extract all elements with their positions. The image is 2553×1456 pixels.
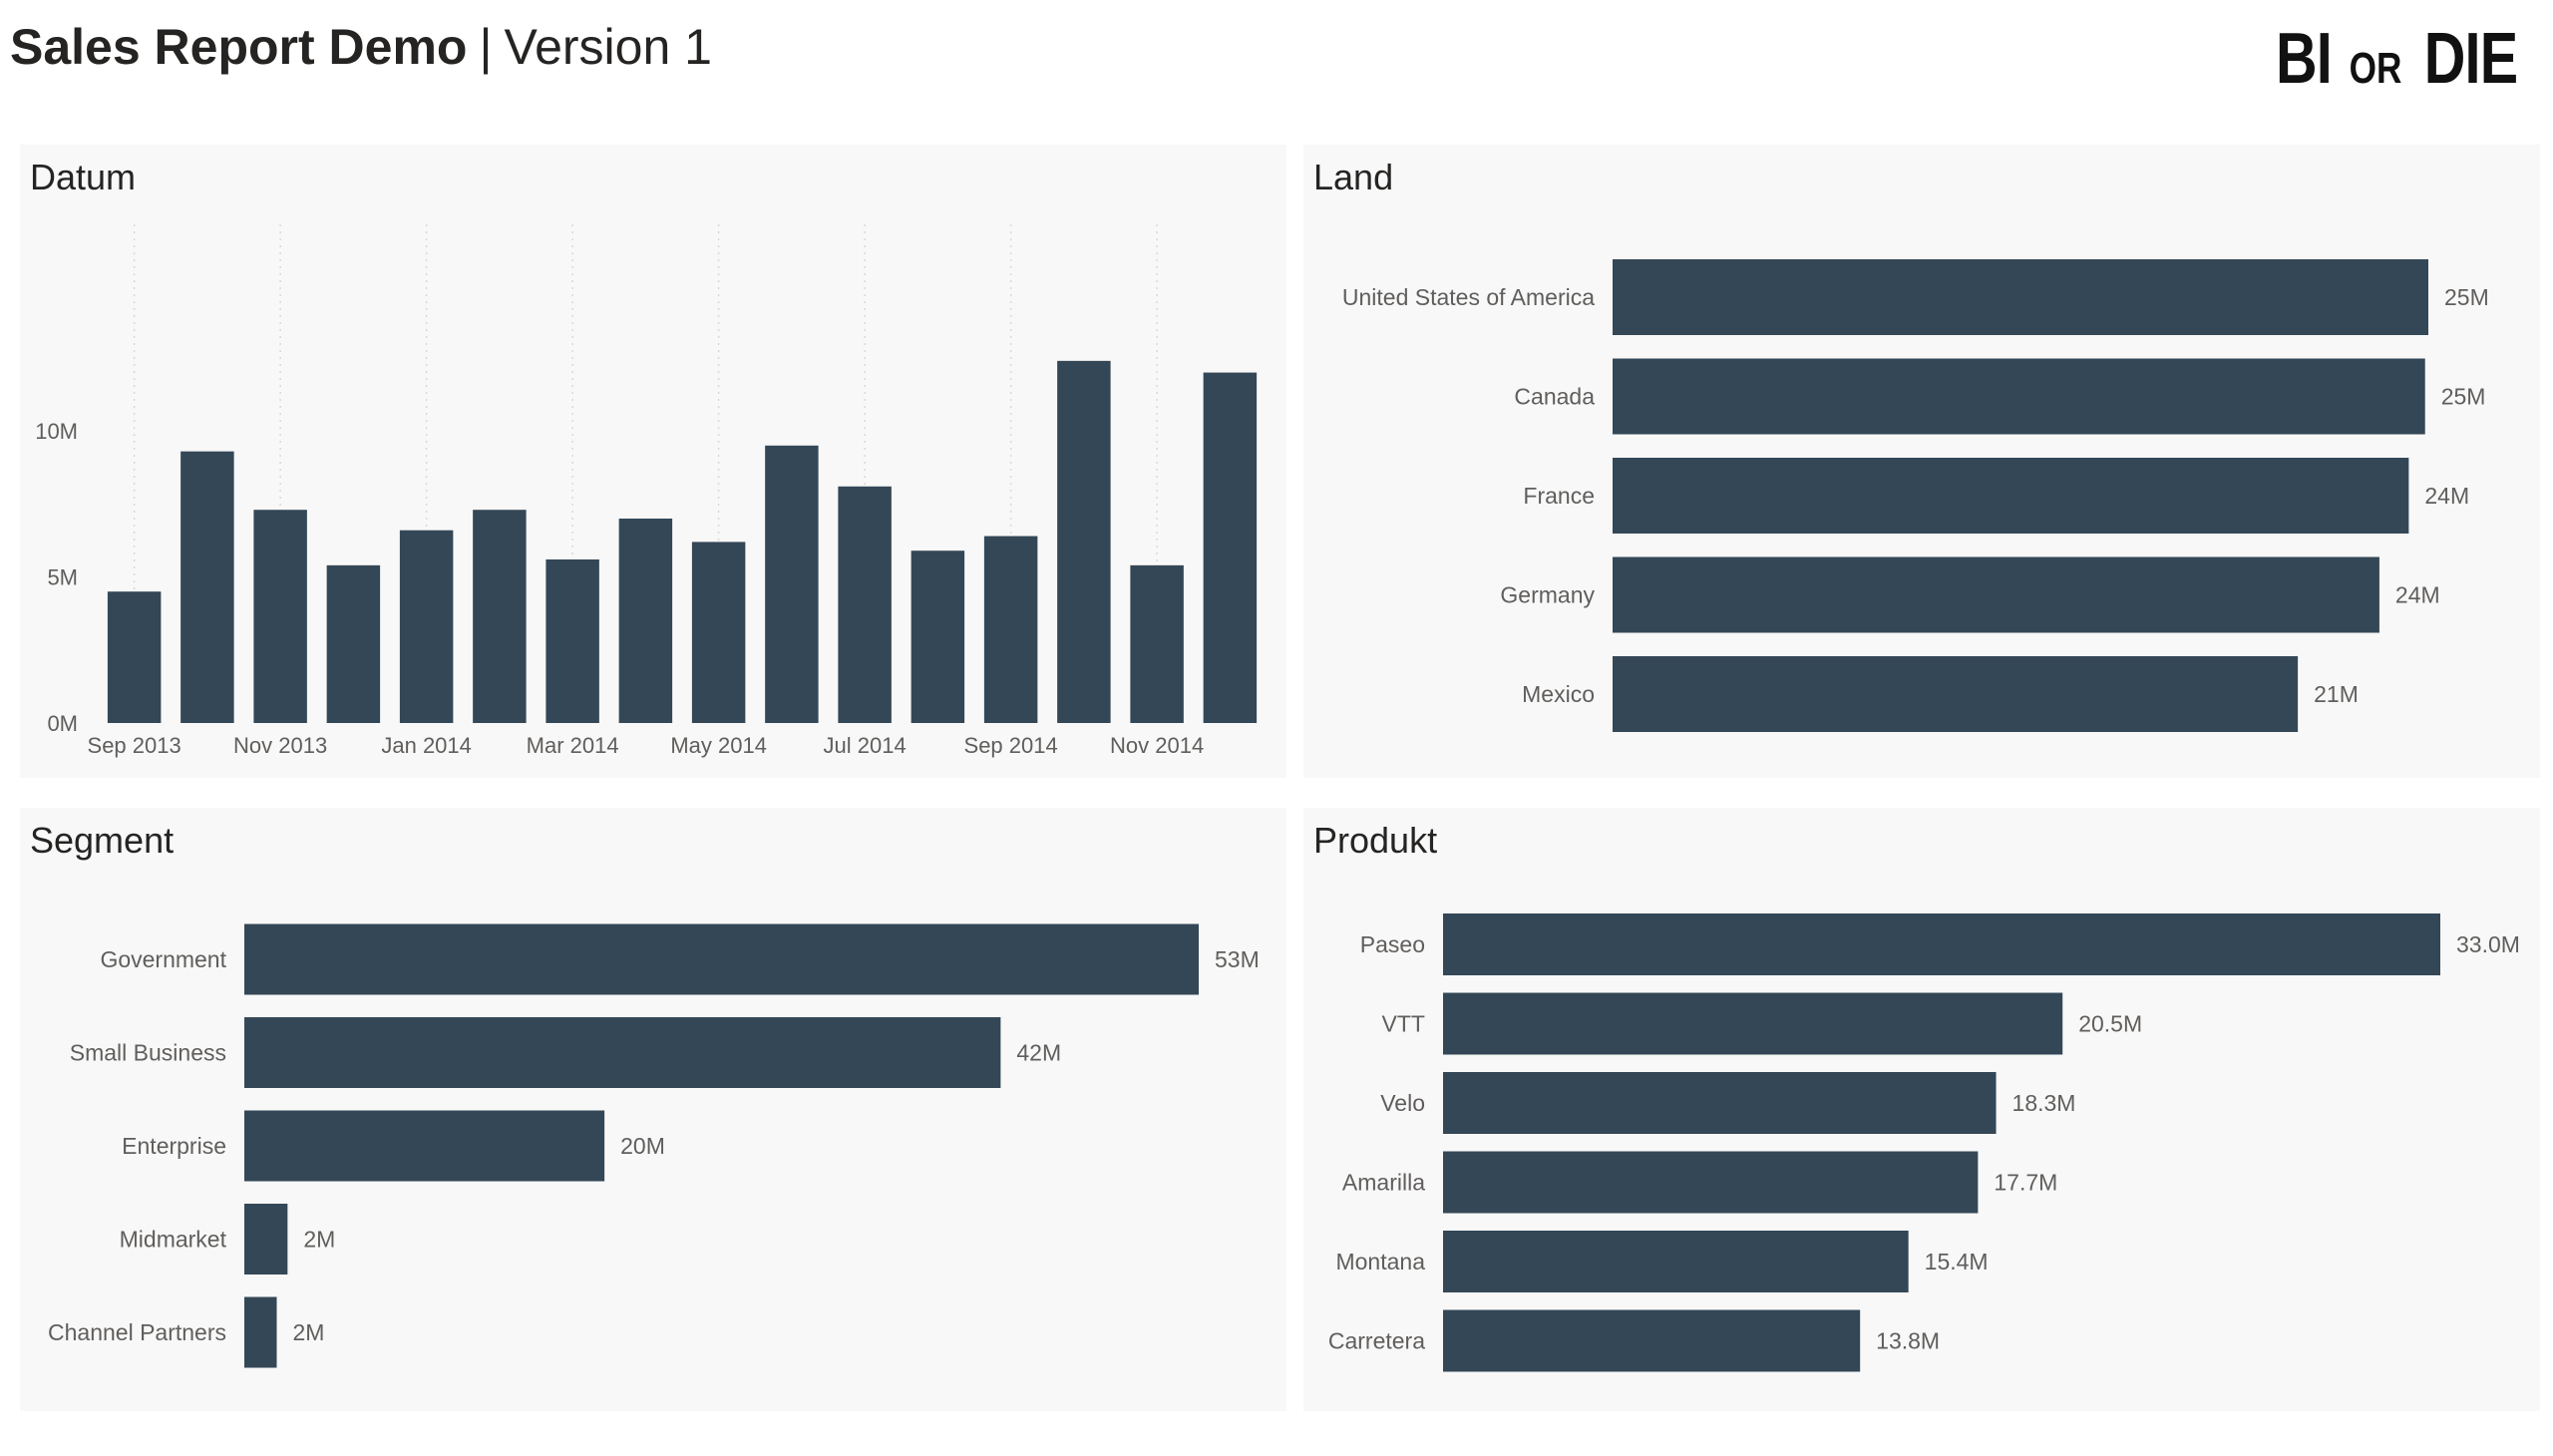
datum-bar-oct-2013 <box>181 451 234 723</box>
segment-bar-government <box>244 923 1199 995</box>
land-category-label-france: France <box>1523 483 1595 509</box>
segment-bar-small-business <box>244 1017 1001 1088</box>
segment-data-label-government: 53M <box>1215 946 1260 972</box>
produkt-category-label-montana: Montana <box>1335 1249 1425 1274</box>
segment-data-label-enterprise: 20M <box>620 1133 665 1159</box>
produkt-chart-svg: Paseo 33.0M VTT 20.5M Velo 18.3M Amarilla 17.7M… <box>1328 913 2520 1372</box>
segment-bar-midmarket <box>244 1204 288 1274</box>
title-separator: | <box>479 19 493 75</box>
land-data-label-canada: 25M <box>2441 384 2486 410</box>
produkt-data-label-amarilla: 17.7M <box>1994 1170 2057 1196</box>
segment-category-label-midmarket: Midmarket <box>120 1227 227 1253</box>
land-category-label-germany: Germany <box>1500 582 1595 608</box>
segment-category-label-channel-partners: Channel Partners <box>48 1319 226 1345</box>
produkt-bar-velo <box>1443 1072 1997 1134</box>
segment-data-label-small-business: 42M <box>1016 1040 1061 1066</box>
produkt-bar-montana <box>1443 1231 1909 1292</box>
land-category-label-canada: Canada <box>1514 384 1595 410</box>
datum-x-tick-label-nov-2014: Nov 2014 <box>1110 733 1204 758</box>
bi-or-die-logo: BI OR DIE <box>2269 18 2529 99</box>
produkt-bar-vtt <box>1443 992 2063 1055</box>
datum-bar-sep-2013 <box>107 591 162 723</box>
land-chart-svg: United States of America 25M Canada 25M Fran… <box>1342 259 2489 732</box>
datum-x-tick-label-mar-2014: Mar 2014 <box>527 733 619 758</box>
segment-category-label-enterprise: Enterprise <box>122 1133 226 1159</box>
datum-bar-feb-2014 <box>473 510 527 723</box>
datum-x-tick-label-may-2014: May 2014 <box>670 733 767 758</box>
datum-bar-apr-2014 <box>618 519 673 723</box>
datum-x-tick-label-nov-2013: Nov 2013 <box>233 733 327 758</box>
datum-bar-may-2014 <box>691 542 746 723</box>
produkt-data-label-velo: 18.3M <box>2012 1090 2076 1116</box>
produkt-category-label-vtt: VTT <box>1382 1011 1425 1037</box>
produkt-chart-panel[interactable]: Produkt Paseo 33.0M VTT 20.5M Velo 18.3M Amari… <box>1303 808 2540 1411</box>
segment-chart-panel[interactable]: Segment Government 53M Small Business 42M En… <box>20 808 1286 1411</box>
produkt-chart-title: Produkt <box>1313 820 1438 861</box>
datum-bar-dec-2013 <box>326 564 381 723</box>
produkt-category-label-carretera: Carretera <box>1328 1328 1425 1354</box>
land-bar-france <box>1613 458 2409 534</box>
datum-y-tick-label-10m: 10M <box>35 419 78 444</box>
datum-y-tick-label-5m: 5M <box>47 565 78 590</box>
datum-bar-dec-2014 <box>1203 372 1258 723</box>
land-bar-canada <box>1613 358 2425 435</box>
segment-data-label-channel-partners: 2M <box>293 1319 325 1345</box>
datum-y-tick-label-0m: 0M <box>47 711 78 736</box>
logo-bi: BI <box>2275 19 2333 99</box>
land-bar-united-states-of-america <box>1613 259 2428 335</box>
datum-chart-title: Datum <box>30 157 137 197</box>
produkt-bar-amarilla <box>1443 1151 1979 1214</box>
datum-bar-sep-2014 <box>983 536 1038 723</box>
land-data-label-united-states-of-america: 25M <box>2444 284 2489 310</box>
land-category-label-united-states-of-america: United States of America <box>1342 284 1595 310</box>
datum-x-tick-label-jul-2014: Jul 2014 <box>824 733 907 758</box>
land-chart-panel[interactable]: Land United States of America 25M Canada 25… <box>1303 145 2540 778</box>
report-version: Version 1 <box>504 19 712 75</box>
segment-category-label-government: Government <box>100 946 226 972</box>
report-header: Sales Report Demo | Version 1 <box>10 12 712 82</box>
datum-bar-jul-2014 <box>838 486 892 723</box>
datum-x-tick-label-jan-2014: Jan 2014 <box>381 733 472 758</box>
produkt-category-label-velo: Velo <box>1380 1090 1425 1116</box>
datum-bar-jan-2014 <box>399 530 454 723</box>
datum-bar-nov-2013 <box>253 510 307 723</box>
datum-bar-jun-2014 <box>765 445 819 723</box>
produkt-category-label-paseo: Paseo <box>1360 931 1425 957</box>
logo-die: DIE <box>2423 19 2518 99</box>
land-data-label-germany: 24M <box>2395 582 2440 608</box>
datum-chart-panel[interactable]: Datum 0M 5M 10M Sep 2013 Nov 2013 Jan 2014 Mar… <box>20 145 1286 778</box>
produkt-bar-carretera <box>1443 1309 1861 1372</box>
segment-bar-enterprise <box>244 1110 605 1182</box>
produkt-data-label-montana: 15.4M <box>1925 1249 1989 1274</box>
report-title: Sales Report Demo <box>10 19 468 75</box>
logo-or: OR <box>2349 44 2402 93</box>
produkt-data-label-paseo: 33.0M <box>2456 931 2520 957</box>
segment-bar-channel-partners <box>244 1296 277 1368</box>
land-bar-germany <box>1613 556 2379 633</box>
segment-category-label-small-business: Small Business <box>70 1040 226 1066</box>
datum-chart-svg: 0M 5M 10M Sep 2013 Nov 2013 Jan 2014 Mar 2014 M… <box>35 224 1258 758</box>
datum-x-tick-label-sep-2014: Sep 2014 <box>964 733 1058 758</box>
produkt-data-label-carretera: 13.8M <box>1876 1328 1940 1354</box>
segment-data-label-midmarket: 2M <box>303 1227 335 1253</box>
datum-bar-oct-2014 <box>1057 360 1111 723</box>
datum-x-tick-label-sep-2013: Sep 2013 <box>88 733 182 758</box>
land-category-label-mexico: Mexico <box>1522 681 1595 707</box>
land-bar-mexico <box>1613 656 2299 732</box>
segment-chart-svg: Government 53M Small Business 42M Enterprise… <box>48 923 1260 1368</box>
segment-chart-title: Segment <box>30 820 175 861</box>
land-data-label-france: 24M <box>2424 483 2469 509</box>
datum-bar-mar-2014 <box>546 559 599 723</box>
land-data-label-mexico: 21M <box>2314 681 2359 707</box>
produkt-category-label-amarilla: Amarilla <box>1342 1170 1425 1196</box>
datum-bar-nov-2014 <box>1130 564 1184 723</box>
land-chart-title: Land <box>1313 157 1394 197</box>
produkt-data-label-vtt: 20.5M <box>2078 1011 2142 1037</box>
datum-bar-aug-2014 <box>911 550 965 723</box>
produkt-bar-paseo <box>1443 913 2440 975</box>
